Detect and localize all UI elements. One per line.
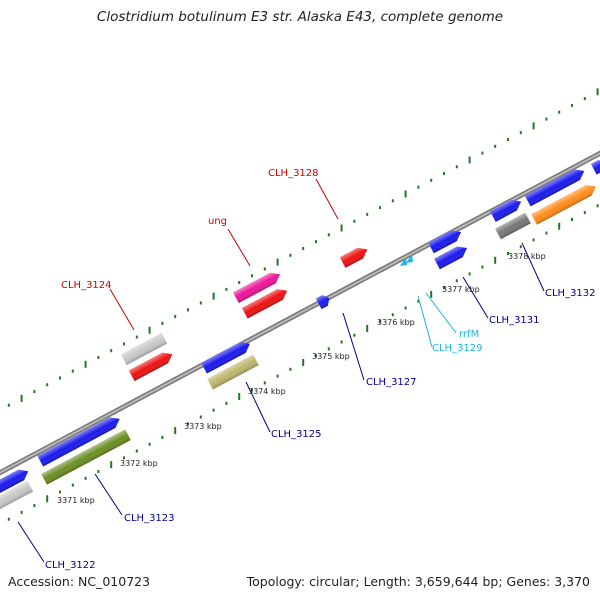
gene-arrow — [0, 469, 29, 499]
leader-lines — [17, 178, 545, 563]
map-title: Clostridium botulinum E3 str. Alaska E43… — [96, 9, 504, 25]
kbp-label-3373: 3373 kbp — [184, 422, 222, 431]
gene-arrow — [339, 247, 368, 268]
gene-arrow — [591, 160, 600, 175]
gene-label-clh-3132: CLH_3132 — [545, 288, 596, 299]
gene-arrow — [428, 230, 462, 254]
kbp-label-3376: 3376 kbp — [377, 318, 415, 327]
gene-arrow — [207, 354, 259, 390]
gene-features — [0, 160, 600, 514]
gene-label-clh-3127: CLH_3127 — [366, 377, 417, 388]
gene-arrow — [241, 289, 288, 319]
gene-arrow — [0, 480, 34, 514]
gene-arrow — [201, 342, 250, 374]
genome-summary-text: Topology: circular; Length: 3,659,644 bp… — [246, 574, 590, 589]
kbp-label-3375: 3375 kbp — [312, 352, 350, 361]
kbp-label-3374: 3374 kbp — [248, 387, 286, 396]
gene-arrow — [495, 212, 531, 240]
gene-arrow — [315, 295, 330, 310]
tick-ring — [7, 88, 599, 521]
kbp-label-3371: 3371 kbp — [57, 496, 95, 505]
gene-label-clh-3122: CLH_3122 — [45, 560, 96, 571]
gene-label-clh-3124: CLH_3124 — [61, 280, 112, 291]
rrna-feature — [400, 257, 407, 266]
gene-label-clh-3129: CLH_3129 — [432, 343, 483, 354]
kbp-label-3372: 3372 kbp — [120, 459, 158, 468]
gene-arrow — [524, 169, 585, 207]
rrna-feature — [406, 254, 413, 263]
gene-label-clh-3128: CLH_3128 — [268, 168, 319, 179]
gene-arrow — [233, 272, 281, 304]
gene-arrow — [41, 429, 131, 485]
gene-arrow — [434, 246, 468, 270]
kbp-labels: 3371 kbp 3372 kbp 3373 kbp 3374 kbp 3375… — [57, 252, 546, 505]
gene-label-clh-3123: CLH_3123 — [124, 513, 175, 524]
kbp-label-3378: 3378 kbp — [508, 252, 546, 261]
gene-arrow — [128, 352, 173, 382]
gene-label-clh-3131: CLH_3131 — [489, 315, 540, 326]
gene-label-rrfm: rrfM — [459, 329, 479, 340]
accession-text: Accession: NC_010723 — [8, 574, 151, 589]
gene-label-clh-3125: CLH_3125 — [271, 429, 322, 440]
gene-labels: CLH_3122 CLH_3123 CLH_3124 CLH_3125 ung … — [45, 168, 596, 571]
gene-label-ung: ung — [208, 216, 227, 227]
gene-arrow — [490, 199, 522, 222]
kbp-label-3377: 3377 kbp — [442, 285, 480, 294]
gene-arrow — [531, 185, 596, 225]
gene-arrow — [37, 417, 120, 467]
gene-arrow — [120, 332, 168, 366]
